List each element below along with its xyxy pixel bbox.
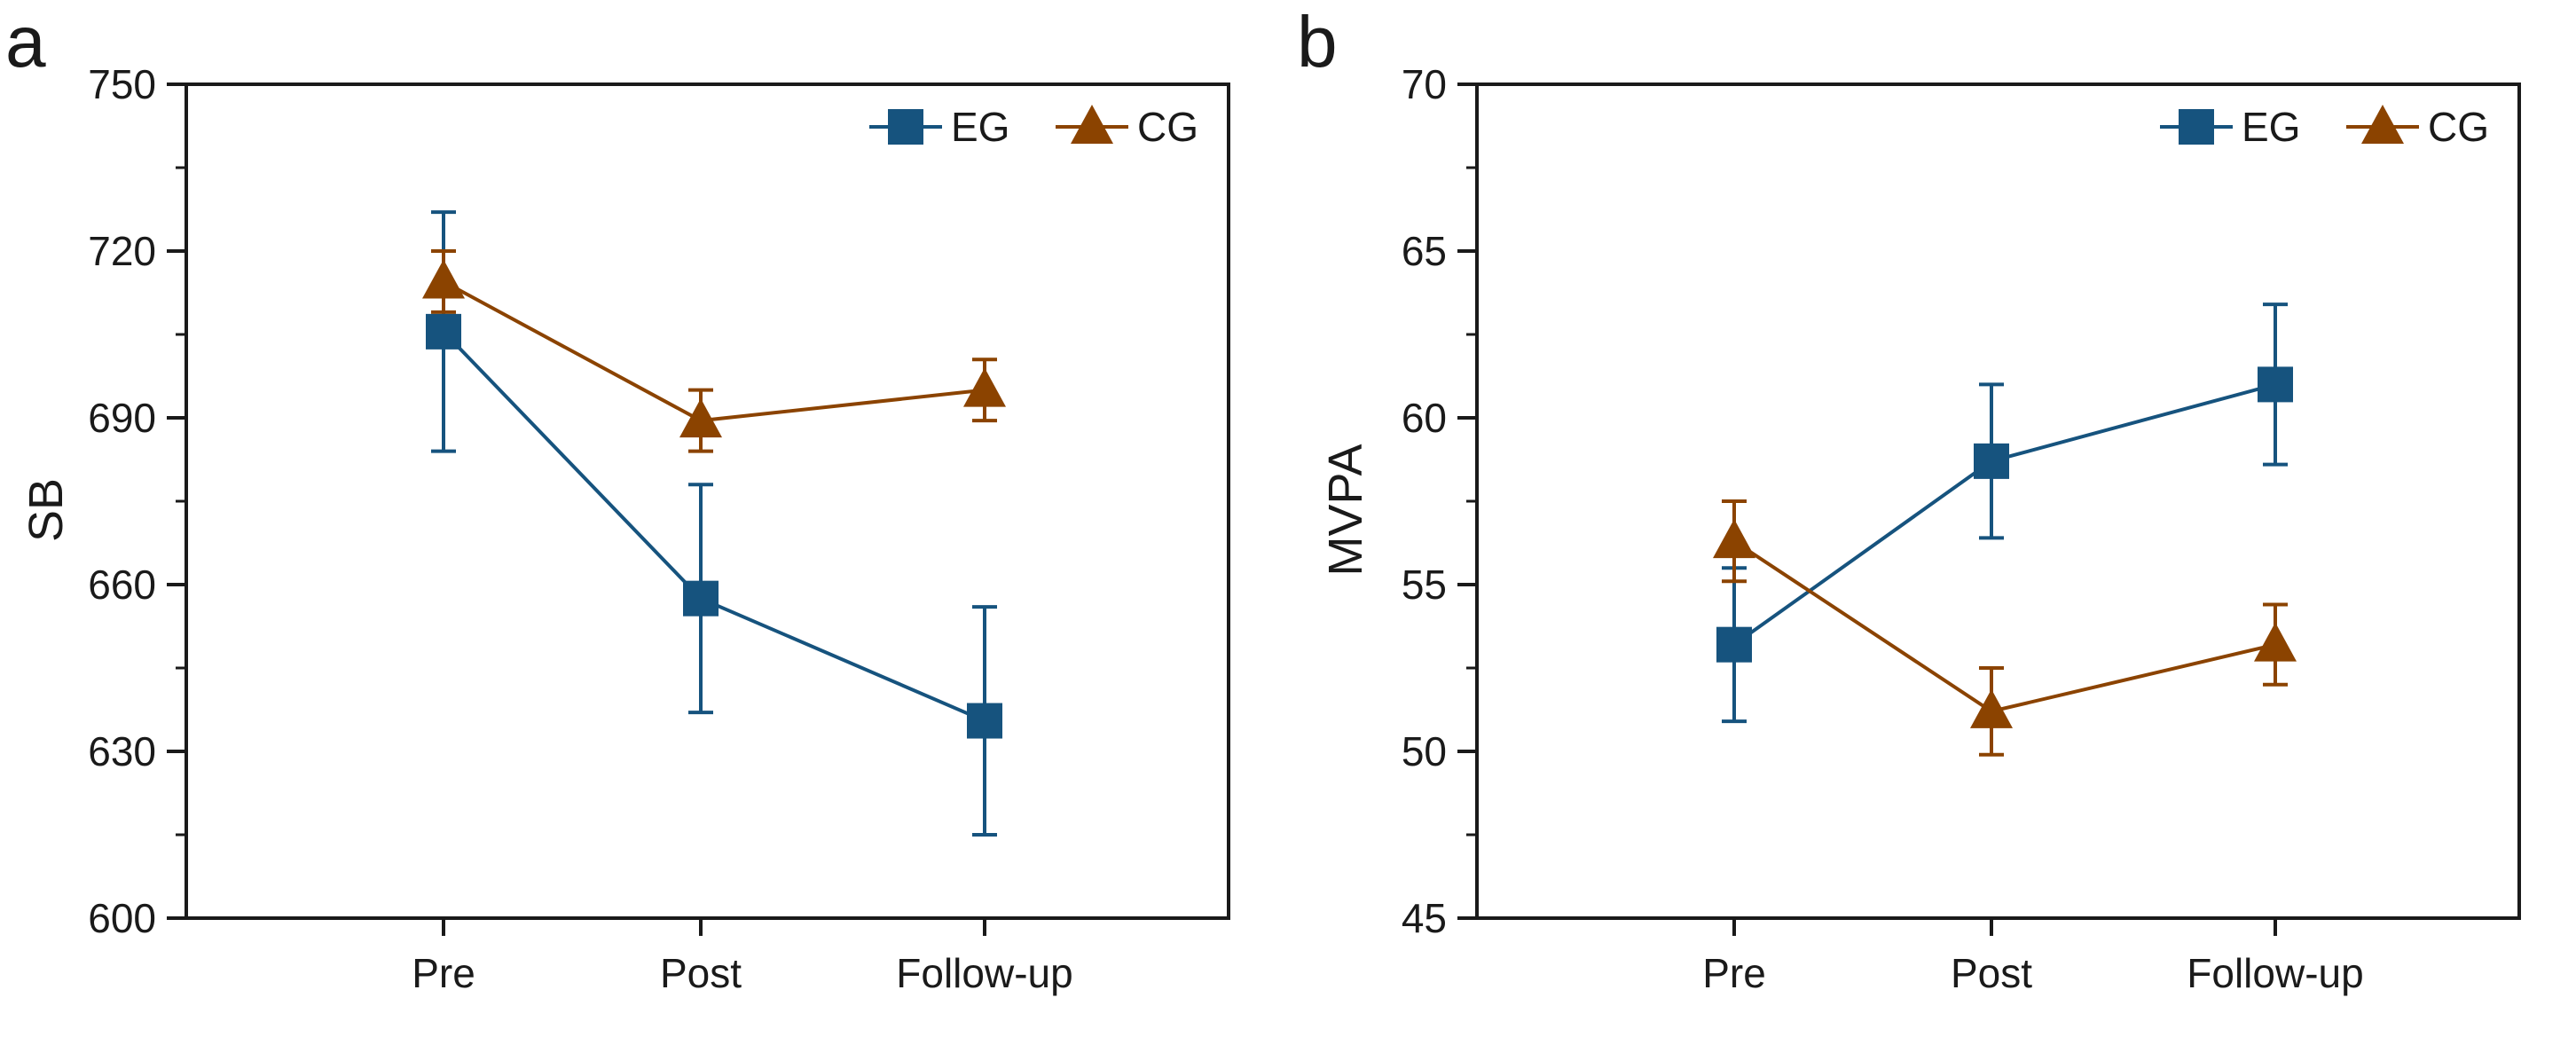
x-tick-label: Follow-up [896,950,1072,996]
error-bars [431,210,997,837]
y-tick-label: 630 [88,728,156,774]
x-tick-label: Pre [1702,950,1766,996]
legend-label-eg: EG [2242,104,2300,150]
series-line-cg [1732,539,2276,714]
y-axis-title-mvpa: MVPA [1319,444,1372,576]
x-axis-ticks: Pre Post Follow-up [1702,918,2364,996]
x-tick-label: Post [1951,950,2032,996]
chart-panel-b: b MVPA 45 50 55 60 65 70 Pre Post Follow-up EG C… [1297,2,2521,996]
data-point-eg [967,703,1002,739]
x-axis-ticks: Pre Post Follow-up [412,918,1073,996]
data-point-cg [679,398,722,438]
data-point-cg [422,259,465,299]
series-line-cg [443,279,986,423]
series-lines [442,279,986,723]
data-point-eg [1716,626,1752,663]
legend-label-cg: CG [1137,104,1198,150]
series-markers [422,259,1006,739]
y-tick-label: 50 [1402,728,1447,774]
y-tick-label: 60 [1402,395,1447,441]
y-axis-ticks: 600 630 660 690 720 750 [88,61,186,941]
legend: EG CG [869,104,1198,150]
y-axis-ticks: 45 50 55 60 65 70 [1402,61,1477,941]
y-tick-label: 690 [88,395,156,441]
legend-marker-eg [2179,109,2214,145]
series-line-eg [1732,382,2276,647]
legend-label-cg: CG [2428,104,2489,150]
panel-label-a: a [5,2,46,82]
plot-frame [1475,82,2521,920]
legend: EG CG [2160,104,2489,150]
legend-marker-eg [888,109,923,145]
y-tick-label: 720 [88,228,156,274]
series-markers [1713,366,2297,728]
y-axis-title-sb: SB [20,478,73,542]
series-lines [1732,382,2276,714]
data-point-cg [1970,688,2013,728]
y-tick-label: 65 [1402,228,1447,274]
x-tick-label: Follow-up [2187,950,2363,996]
chart-panel-a: a SB 600 630 660 690 720 750 Pre Post Follow-up… [5,2,1230,996]
y-tick-label: 600 [88,895,156,941]
legend-label-eg: EG [951,104,1009,150]
panel-label-b: b [1297,2,1338,82]
data-point-eg [2258,366,2293,403]
series-line-eg [442,330,986,723]
y-tick-label: 70 [1402,61,1447,107]
data-point-cg [1713,519,1755,559]
plot-frame [185,82,1230,920]
data-point-cg [963,367,1006,407]
data-point-eg [426,313,461,350]
data-point-eg [1974,443,2009,479]
y-tick-label: 55 [1402,562,1447,608]
y-tick-label: 750 [88,61,156,107]
data-point-cg [2254,622,2297,662]
x-tick-label: Post [660,950,742,996]
legend-marker-cg [2361,105,2404,144]
error-bars [1722,302,2288,757]
y-tick-label: 660 [88,562,156,608]
data-point-eg [683,580,719,617]
y-tick-label: 45 [1402,895,1447,941]
x-tick-label: Pre [412,950,475,996]
legend-marker-cg [1071,105,1113,144]
